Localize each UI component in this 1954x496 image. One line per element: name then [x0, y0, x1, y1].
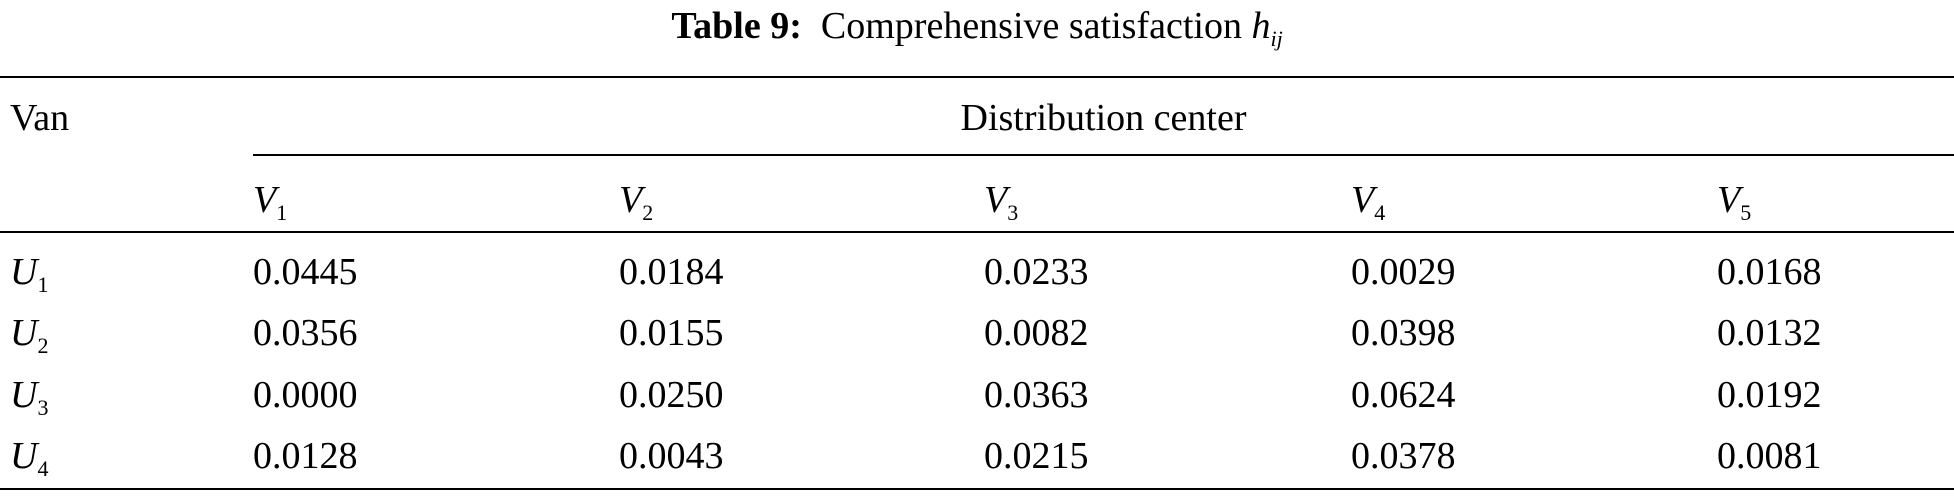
table-cell: 0.0081 [1717, 435, 1822, 477]
table-cell: 0.0128 [253, 435, 358, 477]
column-header-letter: V [619, 179, 643, 221]
column-header-sub: 4 [1374, 200, 1386, 225]
row-label: U1 [10, 250, 49, 297]
caption-symbol-sub: ij [1270, 26, 1283, 51]
row-label-sub: 3 [37, 395, 49, 420]
row-label-sub: 4 [37, 456, 49, 481]
column-header-letter: V [1717, 179, 1741, 221]
table-cell: 0.0132 [1717, 312, 1822, 354]
row-label-sub: 1 [37, 272, 49, 297]
header-rule [0, 231, 1954, 233]
column-header-sub: 2 [642, 200, 654, 225]
column-header: V2 [619, 178, 654, 225]
row-label-letter: U [10, 374, 38, 416]
table-cell: 0.0082 [984, 312, 1089, 354]
column-header: V5 [1717, 178, 1752, 225]
bottom-rule [0, 488, 1954, 490]
table-cell: 0.0215 [984, 435, 1089, 477]
table-cell: 0.0043 [619, 435, 724, 477]
column-header-sub: 5 [1740, 200, 1752, 225]
column-header-sub: 3 [1007, 200, 1019, 225]
table-cell: 0.0378 [1351, 435, 1456, 477]
column-header-sub: 1 [276, 200, 288, 225]
row-label-letter: U [10, 251, 38, 293]
table-cell: 0.0363 [984, 374, 1089, 416]
column-header: V1 [253, 178, 288, 225]
row-label: U2 [10, 311, 49, 358]
row-label-letter: U [10, 435, 38, 477]
table-cell: 0.0192 [1717, 374, 1822, 416]
group-header: Distribution center [960, 97, 1247, 139]
column-header-letter: V [984, 179, 1008, 221]
column-header: V4 [1351, 178, 1386, 225]
table-cell: 0.0624 [1351, 374, 1456, 416]
table-cell: 0.0000 [253, 374, 358, 416]
table-cell: 0.0029 [1351, 251, 1456, 293]
row-label-sub: 2 [37, 333, 49, 358]
column-header-letter: V [1351, 179, 1375, 221]
table-cell: 0.0356 [253, 312, 358, 354]
row-header: Van [10, 97, 70, 139]
table-cell: 0.0250 [619, 374, 724, 416]
table-cell: 0.0398 [1351, 312, 1456, 354]
table-cell: 0.0445 [253, 251, 358, 293]
caption-symbol: h [1251, 5, 1271, 47]
table-cell: 0.0155 [619, 312, 724, 354]
table-cell: 0.0233 [984, 251, 1089, 293]
top-rule [0, 76, 1954, 78]
caption-label: Table 9: [671, 5, 802, 47]
column-header: V3 [984, 178, 1019, 225]
row-label: U3 [10, 373, 49, 420]
group-rule [253, 154, 1954, 156]
table-caption: Table 9: Comprehensive satisfaction hij [0, 4, 1954, 51]
caption-text: Comprehensive satisfaction [820, 5, 1242, 47]
row-label-letter: U [10, 312, 38, 354]
row-label: U4 [10, 434, 49, 481]
table-cell: 0.0184 [619, 251, 724, 293]
table-cell: 0.0168 [1717, 251, 1822, 293]
column-header-letter: V [253, 179, 277, 221]
